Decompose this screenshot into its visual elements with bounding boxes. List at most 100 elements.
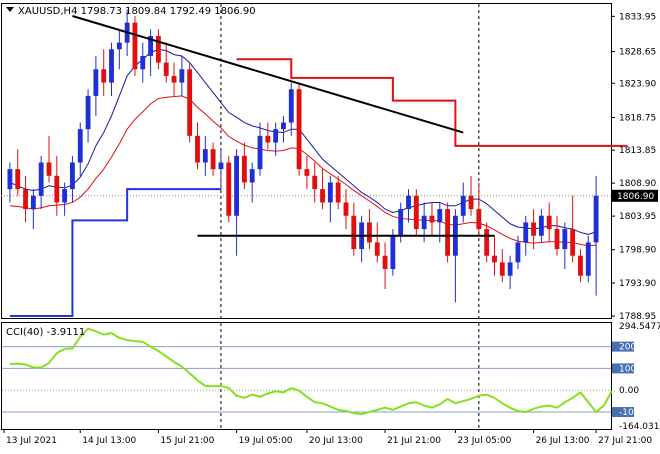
- candle-body: [304, 169, 310, 176]
- candle-body: [445, 209, 451, 256]
- candle-body: [327, 182, 333, 203]
- axes: 1833.95 1828.65 1823.90 1818.75 1813.85 1808.…: [3, 12, 660, 446]
- price-axis-label: 1818.75: [619, 114, 656, 124]
- channel-low-line: [9, 188, 221, 317]
- time-axis-label: 15 Jul 21:00: [160, 436, 214, 446]
- candle-body: [46, 162, 52, 176]
- candle-body: [77, 129, 83, 163]
- dropdown-triangle-icon[interactable]: [6, 7, 14, 12]
- candle-body: [538, 215, 544, 236]
- time-axis-label: 13 Jul 2021: [6, 436, 57, 446]
- candle-body: [62, 189, 68, 203]
- candle-body: [476, 209, 482, 230]
- time-axis-label: 20 Jul 13:00: [309, 436, 363, 446]
- candle-body: [241, 155, 247, 183]
- price-plot: [1, 4, 628, 318]
- current-price-tag: 1806.90: [612, 189, 658, 202]
- time-axis-label: 14 Jul 13:00: [82, 436, 136, 446]
- candle-body: [70, 162, 75, 190]
- price-axis-label: 1828.65: [619, 48, 656, 58]
- candle-body: [343, 202, 349, 216]
- candle-body: [7, 169, 13, 190]
- candle-body: [312, 175, 318, 190]
- candle-body: [30, 195, 36, 210]
- candle-body: [15, 169, 21, 190]
- price-axis-label: 1823.90: [619, 79, 656, 89]
- ma-fast-line: [9, 48, 597, 235]
- candle-body: [554, 229, 560, 250]
- time-axis-label: 27 Jul 21:00: [598, 436, 652, 446]
- price-axis-label: 1808.90: [619, 179, 656, 189]
- cci-plot: [2, 323, 613, 429]
- candle-body: [132, 22, 138, 70]
- candle-body: [320, 189, 325, 203]
- cci-level-tag: [612, 341, 634, 352]
- indicator-frame: [1, 322, 612, 430]
- cci-axis-label: -100: [619, 408, 640, 418]
- candle-body: [281, 122, 286, 130]
- cci-label: CCI(40) -3.9111: [6, 327, 85, 338]
- candle-body: [562, 229, 568, 250]
- candle-body: [390, 235, 396, 270]
- candle-body: [546, 215, 552, 230]
- candle-body: [273, 129, 279, 143]
- trendline[interactable]: [72, 15, 464, 134]
- candle-body: [335, 182, 341, 203]
- price-axis-label: 1798.90: [619, 246, 656, 256]
- candle-body: [179, 69, 185, 83]
- cci-axis-label: -164.0316: [619, 422, 660, 432]
- candle-body: [367, 222, 372, 243]
- candle-body: [257, 135, 263, 170]
- candle-body: [171, 75, 177, 83]
- candle-body: [351, 215, 357, 250]
- candle-body: [140, 55, 146, 70]
- cci-level-tag: [612, 363, 634, 374]
- candle-body: [54, 175, 60, 203]
- ma-slow-line: [9, 95, 597, 247]
- candle-body: [515, 242, 521, 263]
- time-axis-label: 19 Jul 05:00: [239, 436, 293, 446]
- candle-body: [382, 255, 388, 270]
- time-axis-label: 23 Jul 05:00: [457, 436, 511, 446]
- candle-body: [593, 195, 599, 243]
- candle-body: [202, 149, 208, 163]
- candle-body: [218, 162, 224, 170]
- candle-body: [101, 69, 107, 83]
- header-symbol: XAUUSD,H4 1798.73 1809.84 1792.49 1806.9…: [18, 6, 256, 17]
- candle-body: [288, 89, 294, 123]
- time-axis-label: 21 Jul 21:00: [387, 436, 441, 446]
- candle-body: [531, 222, 536, 236]
- candle-body: [570, 229, 576, 256]
- cci-level-tag: [612, 407, 634, 418]
- candle-body: [155, 35, 161, 63]
- candle-body: [374, 242, 380, 256]
- candle-body: [265, 135, 271, 143]
- price-axis-label: 1833.95: [619, 12, 656, 22]
- candle-body: [296, 89, 302, 170]
- cci-axis-label: 200: [619, 343, 636, 353]
- candle-body: [210, 149, 216, 170]
- candle-body: [234, 155, 239, 216]
- time-axis-label: 26 Jul 13:00: [536, 436, 590, 446]
- candle-body: [468, 195, 474, 210]
- candle-body: [499, 262, 505, 276]
- cci-axis-label: 0.00: [619, 386, 639, 396]
- candle-body: [38, 162, 44, 196]
- candle-body: [187, 69, 193, 136]
- channel-high-line: [236, 58, 628, 147]
- candle-body: [585, 242, 591, 276]
- candle-body: [578, 255, 583, 276]
- candle-body: [523, 222, 529, 243]
- candle-body: [507, 262, 513, 276]
- candle-body: [437, 209, 443, 223]
- candle-body: [148, 35, 154, 56]
- candle-body: [492, 255, 497, 263]
- candle-body: [116, 42, 122, 50]
- cci-line: [9, 327, 613, 416]
- candle-body: [460, 195, 466, 216]
- candle-body: [109, 49, 114, 83]
- price-axis-label: 1788.95: [619, 312, 656, 322]
- candle-body: [398, 209, 404, 236]
